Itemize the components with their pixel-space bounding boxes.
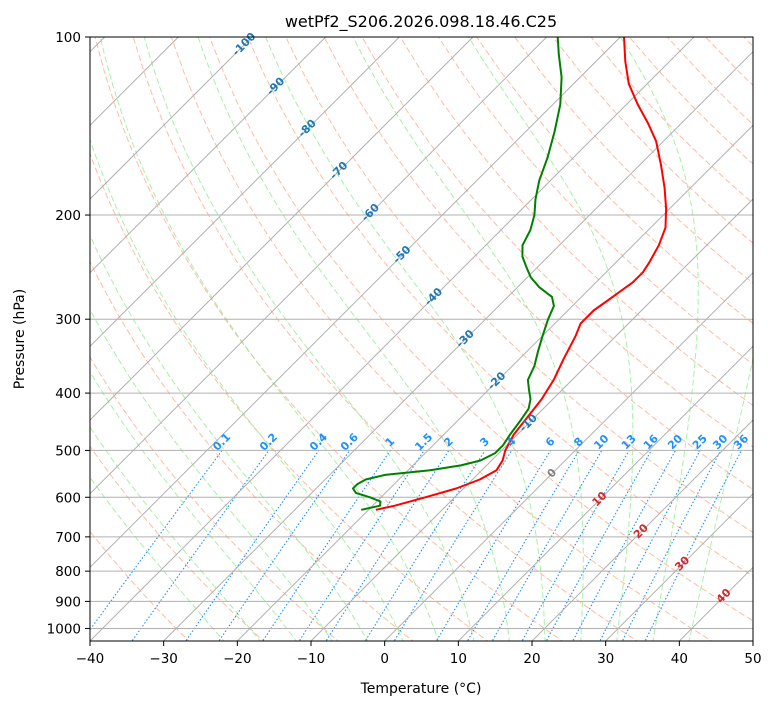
y-tick-label: 400 <box>55 386 81 402</box>
mixing-ratio-line <box>466 450 580 641</box>
mixing-ratio-line <box>435 450 552 641</box>
y-tick-label: 500 <box>55 443 81 459</box>
chart-title: wetPf2_S206.2026.098.18.46.C25 <box>285 12 557 32</box>
x-tick-label: 0 <box>380 651 389 667</box>
isotherm-line <box>90 37 548 495</box>
grid-layer <box>90 37 753 641</box>
isotherm-line <box>90 37 253 200</box>
y-axis-title: Pressure (hPa) <box>12 289 28 389</box>
x-tick-label: −40 <box>76 651 105 667</box>
y-tick-label: 900 <box>55 594 81 610</box>
y-axis: 100 200 300 400 500 600 700 800 900 1000 <box>47 30 90 637</box>
x-tick-label: −30 <box>149 651 178 667</box>
dry-adiabat <box>399 37 753 407</box>
y-tick-label: 200 <box>55 208 81 224</box>
moist-adiabat <box>99 37 440 641</box>
moist-adiabat <box>468 37 634 641</box>
isotherm-line <box>90 37 400 348</box>
mixing-ratio-line <box>218 450 351 641</box>
mixing-ratio-line <box>393 450 513 641</box>
x-tick-label: 50 <box>744 651 761 667</box>
y-tick-label: 300 <box>55 312 81 328</box>
isotherm-line <box>310 198 753 641</box>
isotherm-line <box>163 50 753 641</box>
mixing-ratio-line <box>599 450 701 641</box>
moist-adiabat <box>143 37 475 641</box>
isotherm-line <box>90 37 474 421</box>
isotherm-line <box>90 37 621 569</box>
isotherm-line <box>236 124 753 641</box>
x-axis-title: Temperature (°C) <box>360 681 482 697</box>
isotherm-line <box>531 419 753 641</box>
mixing-ratio-line <box>298 450 425 641</box>
mixing-ratio-line <box>572 450 676 641</box>
x-axis: −40 −30 −20 −10 0 10 20 30 40 50 <box>76 641 762 667</box>
plot-frame <box>89 36 754 642</box>
x-tick-label: 20 <box>523 651 540 667</box>
mixing-ratio-line <box>491 450 603 641</box>
mixing-ratio-line <box>90 450 223 631</box>
moist-adiabat <box>688 355 753 641</box>
x-tick-label: 30 <box>597 651 614 667</box>
isotherm-line <box>457 345 753 641</box>
moist-adiabat <box>265 37 546 641</box>
dry-adiabat <box>90 445 265 641</box>
temperature-profile-line <box>375 37 668 511</box>
y-tick-label: 600 <box>55 490 81 506</box>
dry-adiabat <box>90 152 489 641</box>
x-tick-label: 40 <box>671 651 688 667</box>
x-tick-label: −10 <box>297 651 326 667</box>
moist-adiabat <box>197 37 510 641</box>
moist-adiabat <box>90 371 297 641</box>
dry-adiabat <box>476 37 753 325</box>
dry-adiabat <box>94 37 564 641</box>
dry-adiabat <box>209 37 753 622</box>
isotherm-line <box>384 271 753 641</box>
mixing-ratio-line <box>185 450 320 641</box>
dry-adiabat <box>361 37 753 448</box>
moist-adiabat <box>619 37 699 641</box>
y-tick-label: 700 <box>55 530 81 546</box>
isotherm-line <box>90 37 695 641</box>
mixing-ratio-line <box>325 450 450 641</box>
moist-adiabat <box>352 37 584 641</box>
isotherm-line <box>90 37 327 274</box>
y-tick-label: 800 <box>55 564 81 580</box>
x-tick-label: −20 <box>223 651 252 667</box>
mixing-ratio-line <box>621 450 722 641</box>
dry-adiabat <box>323 37 753 491</box>
y-tick-label: 1000 <box>47 621 81 637</box>
y-tick-label: 100 <box>55 30 81 46</box>
series-layer <box>352 37 668 511</box>
x-tick-label: 10 <box>450 651 467 667</box>
isotherm-line <box>605 492 753 641</box>
dewpoint-profile-line <box>352 37 563 511</box>
